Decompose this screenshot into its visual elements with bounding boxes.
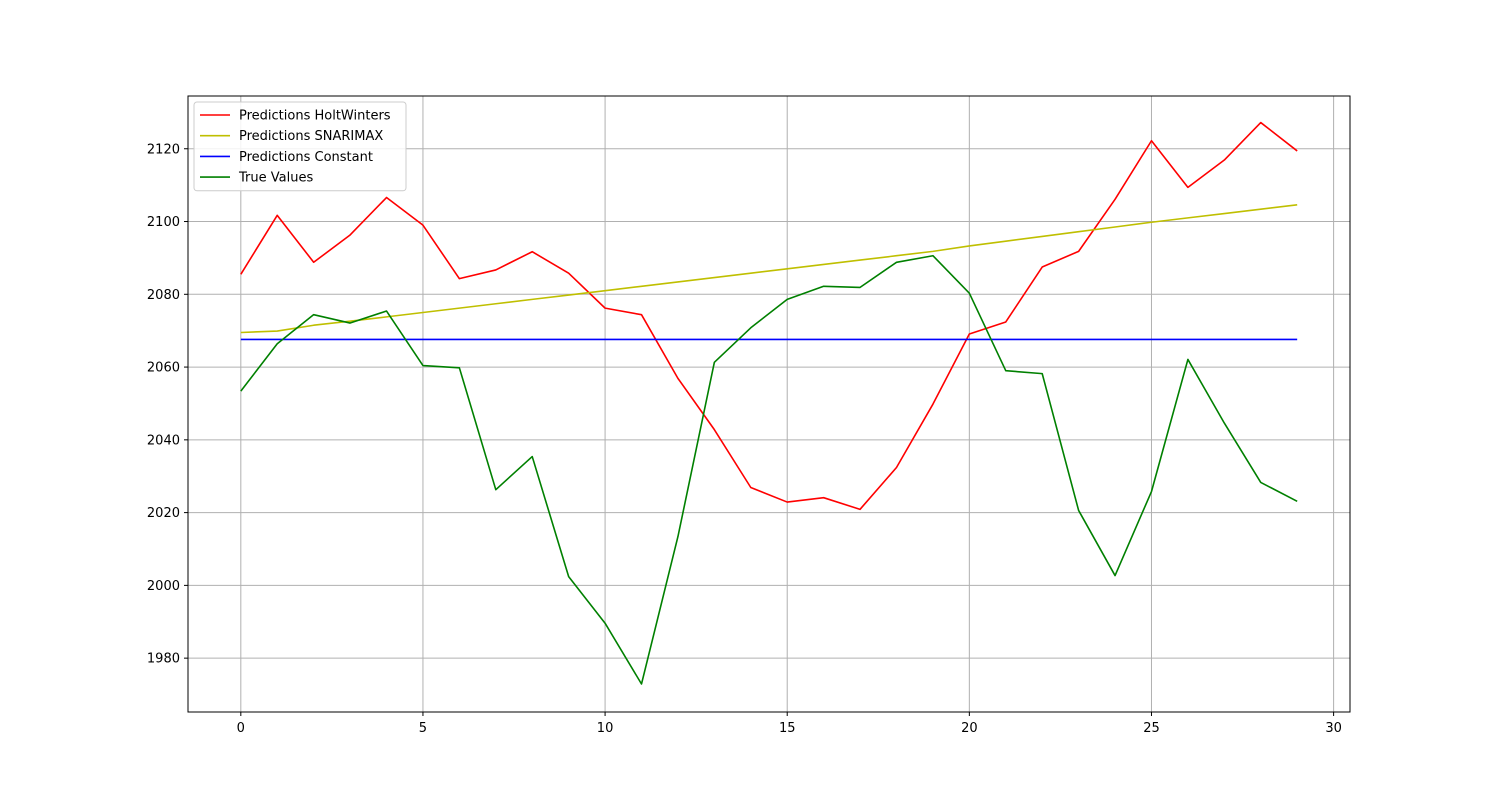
x-tick-label: 5	[419, 721, 427, 736]
series-line-predictions-snarimax	[240, 203, 1298, 334]
legend-label: Predictions HoltWinters	[239, 109, 391, 124]
series-line-predictions-holtwinters	[240, 121, 1298, 511]
x-tick-label: 30	[1325, 721, 1342, 736]
y-tick-label: 2080	[147, 288, 180, 303]
legend-box	[193, 101, 407, 192]
y-tick-label: 2020	[147, 506, 180, 521]
legend-label: Predictions Constant	[239, 150, 373, 165]
x-tick-label: 25	[1143, 721, 1160, 736]
y-tick-label: 1980	[147, 652, 180, 667]
x-tick-label: 20	[961, 721, 978, 736]
plot-frame	[187, 95, 1351, 713]
legend-label: True Values	[238, 171, 313, 186]
series-line-true-values	[240, 254, 1298, 685]
x-tick-label: 15	[779, 721, 796, 736]
y-tick-label: 2100	[147, 215, 180, 230]
series-lines	[240, 121, 1298, 685]
y-tick-label: 2120	[147, 142, 180, 157]
x-tick-label: 10	[597, 721, 614, 736]
x-axis: 0 5 10 15 20 25 30	[237, 712, 1342, 736]
legend-label: Predictions SNARIMAX	[239, 129, 383, 144]
grid-lines	[188, 96, 1350, 712]
x-tick-label: 0	[237, 721, 245, 736]
legend: Predictions HoltWinters Predictions SNARI…	[193, 101, 407, 192]
y-axis: 1980 2000 2020 2040 2060 2080 2100 2120	[147, 142, 188, 667]
y-tick-label: 2000	[147, 579, 180, 594]
y-tick-label: 2060	[147, 361, 180, 376]
y-tick-label: 2040	[147, 433, 180, 448]
